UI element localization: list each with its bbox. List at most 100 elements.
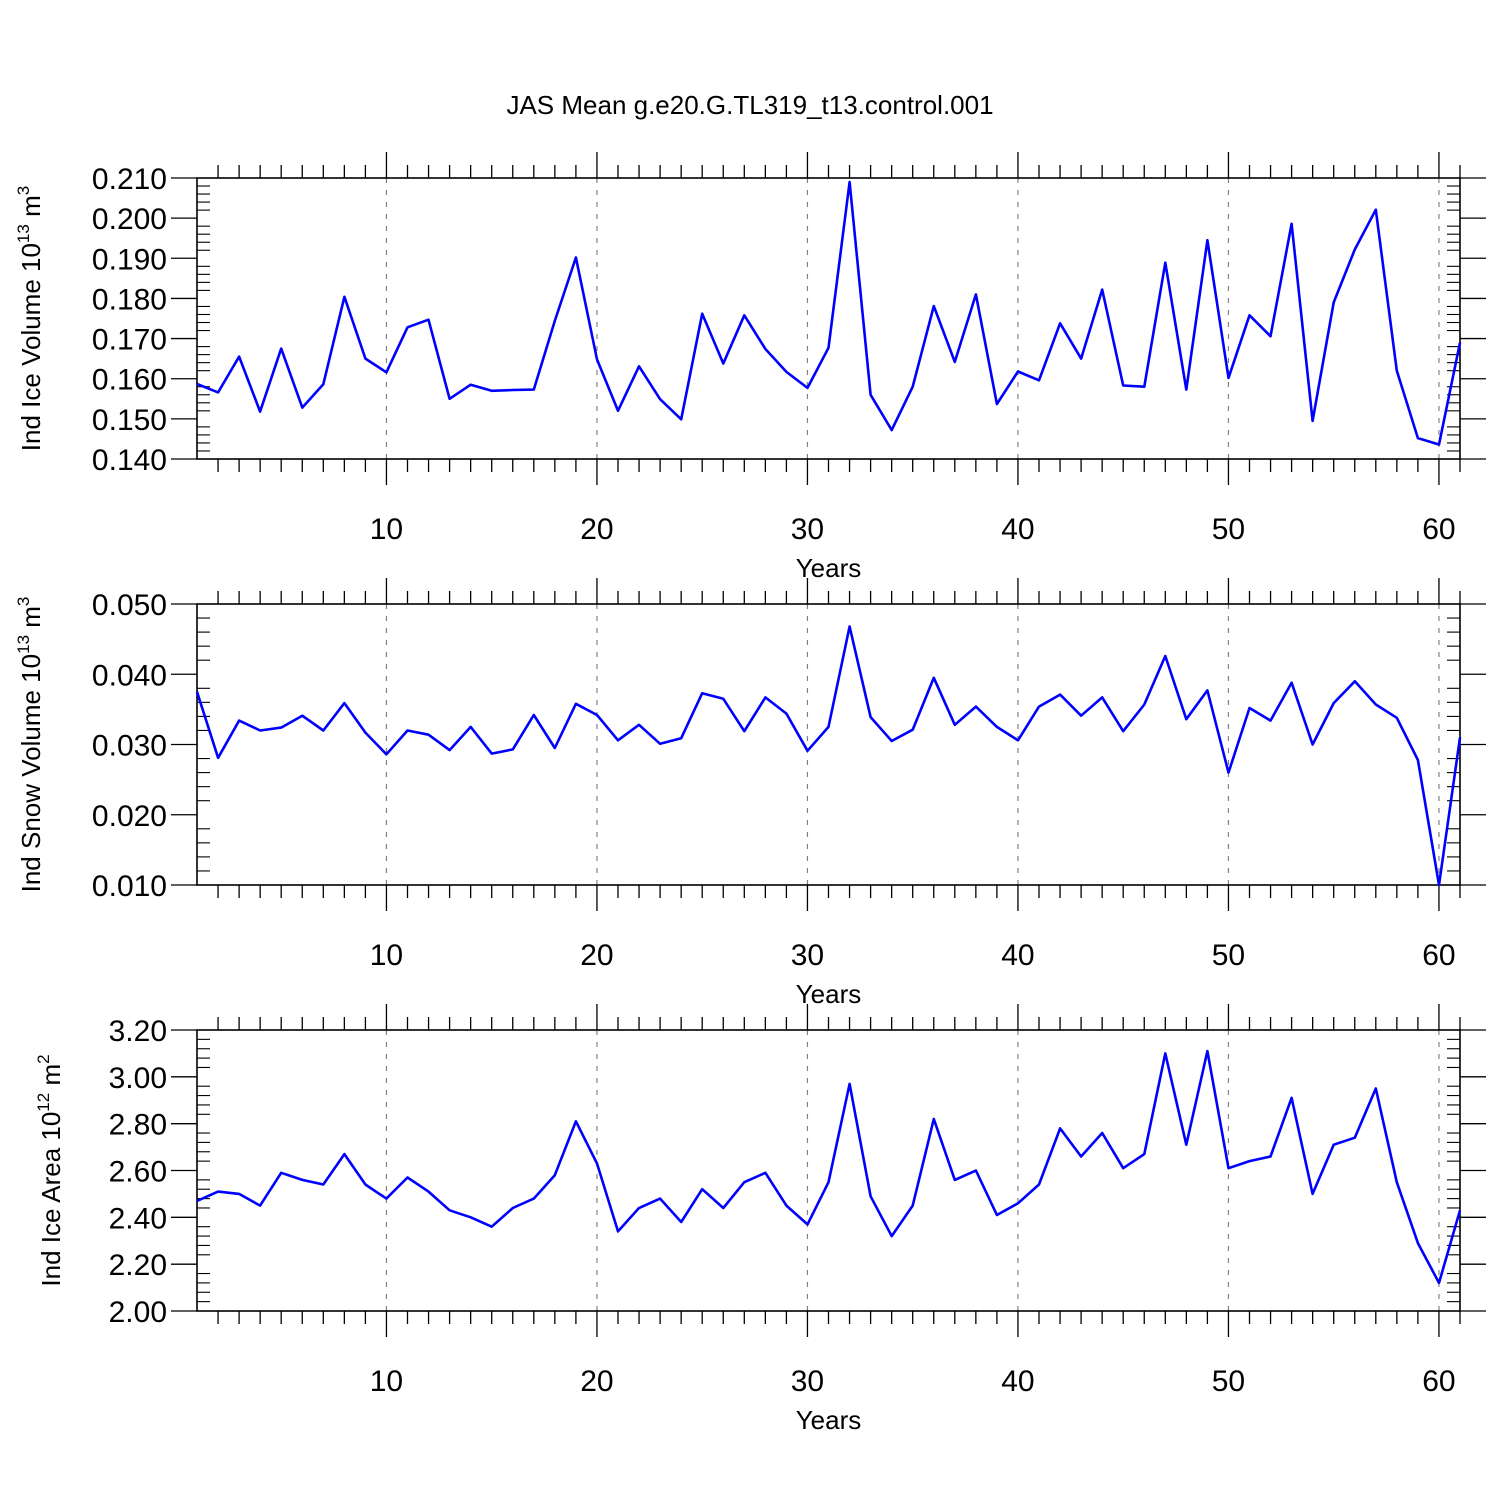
- data-point: [1354, 248, 1356, 250]
- data-point: [1059, 322, 1061, 324]
- data-point: [869, 1195, 871, 1197]
- data-point: [217, 757, 219, 759]
- data-point: [596, 358, 598, 360]
- x-tick-label: 20: [580, 513, 613, 546]
- x-tick-label: 60: [1422, 1365, 1455, 1398]
- data-point: [701, 1188, 703, 1190]
- data-point: [1438, 443, 1440, 445]
- data-point: [701, 692, 703, 694]
- chart-panel-1: 0.140 0.150 0.160 0.170 0.180 0.190 0.200 0.210…: [14, 152, 1486, 583]
- data-point: [680, 737, 682, 739]
- data-point: [1375, 1087, 1377, 1089]
- data-point: [785, 712, 787, 714]
- y-tick-label: 0.150: [92, 404, 167, 437]
- data-point: [385, 1197, 387, 1199]
- data-point: [680, 1221, 682, 1223]
- data-point: [533, 388, 535, 390]
- data-point: [764, 348, 766, 350]
- y-tick-label: 0.160: [92, 364, 167, 397]
- data-point: [1459, 341, 1461, 343]
- data-point: [259, 729, 261, 731]
- data-point: [848, 625, 850, 627]
- data-point: [912, 386, 914, 388]
- data-point: [217, 1190, 219, 1192]
- plot-frame: [196, 603, 1461, 886]
- data-point: [996, 403, 998, 405]
- data-point: [659, 1197, 661, 1199]
- data-point: [806, 750, 808, 752]
- x-tick-label: 30: [791, 513, 824, 546]
- data-point: [617, 739, 619, 741]
- x-tick-label: 20: [580, 939, 613, 972]
- data-point: [890, 1235, 892, 1237]
- data-point: [427, 1190, 429, 1192]
- data-point: [680, 418, 682, 420]
- data-point: [1396, 1181, 1398, 1183]
- x-tick-label: 60: [1422, 939, 1455, 972]
- data-point: [512, 1207, 514, 1209]
- data-point: [1354, 680, 1356, 682]
- y-tick-label: 0.010: [92, 870, 167, 903]
- data-point: [722, 698, 724, 700]
- data-point: [364, 731, 366, 733]
- y-tick-label: 0.170: [92, 324, 167, 357]
- data-point: [469, 384, 471, 386]
- data-point: [638, 724, 640, 726]
- data-point: [1227, 377, 1229, 379]
- y-tick-label: 0.040: [92, 659, 167, 692]
- data-point: [806, 1223, 808, 1225]
- x-tick-label: 40: [1001, 1365, 1034, 1398]
- x-axis-label: Years: [796, 979, 862, 1009]
- data-point: [954, 724, 956, 726]
- data-point: [427, 733, 429, 735]
- data-point: [933, 677, 935, 679]
- data-point: [301, 406, 303, 408]
- data-point: [1143, 386, 1145, 388]
- data-point: [617, 410, 619, 412]
- data-point: [1438, 884, 1440, 886]
- y-tick-label: 2.20: [109, 1249, 167, 1282]
- data-point: [975, 293, 977, 295]
- data-point: [343, 296, 345, 298]
- data-point: [1101, 1132, 1103, 1134]
- data-point: [1185, 388, 1187, 390]
- data-point: [1080, 357, 1082, 359]
- data-point: [364, 357, 366, 359]
- data-point: [1290, 1097, 1292, 1099]
- y-tick-label: 0.200: [92, 203, 167, 236]
- x-tick-label: 10: [370, 939, 403, 972]
- data-point: [280, 1172, 282, 1174]
- data-point: [1164, 655, 1166, 657]
- data-point: [217, 391, 219, 393]
- y-tick-label: 3.00: [109, 1062, 167, 1095]
- data-point: [533, 1197, 535, 1199]
- x-axis-label: Years: [796, 1405, 862, 1435]
- data-point: [1101, 288, 1103, 290]
- data-point: [1417, 1242, 1419, 1244]
- data-point: [322, 383, 324, 385]
- data-point: [1038, 705, 1040, 707]
- data-point: [343, 702, 345, 704]
- data-point: [1143, 1153, 1145, 1155]
- data-point: [1122, 384, 1124, 386]
- data-point: [1038, 379, 1040, 381]
- data-point: [1333, 1144, 1335, 1146]
- data-point: [1227, 771, 1229, 773]
- data-point: [1143, 703, 1145, 705]
- chart-panel-2: 0.010 0.020 0.030 0.040 0.050 10 20 30 40 50 60 Yea…: [14, 578, 1486, 1009]
- data-point: [1122, 730, 1124, 732]
- data-point: [1227, 1167, 1229, 1169]
- data-point: [1038, 1183, 1040, 1185]
- data-point: [617, 1230, 619, 1232]
- data-point: [869, 394, 871, 396]
- data-point: [1333, 702, 1335, 704]
- data-point: [448, 1209, 450, 1211]
- y-tick-label: 2.40: [109, 1202, 167, 1235]
- data-point: [1269, 335, 1271, 337]
- data-point: [1248, 707, 1250, 709]
- data-point: [743, 730, 745, 732]
- data-point: [1290, 223, 1292, 225]
- data-point: [912, 1204, 914, 1206]
- data-point: [575, 256, 577, 258]
- data-point: [785, 371, 787, 373]
